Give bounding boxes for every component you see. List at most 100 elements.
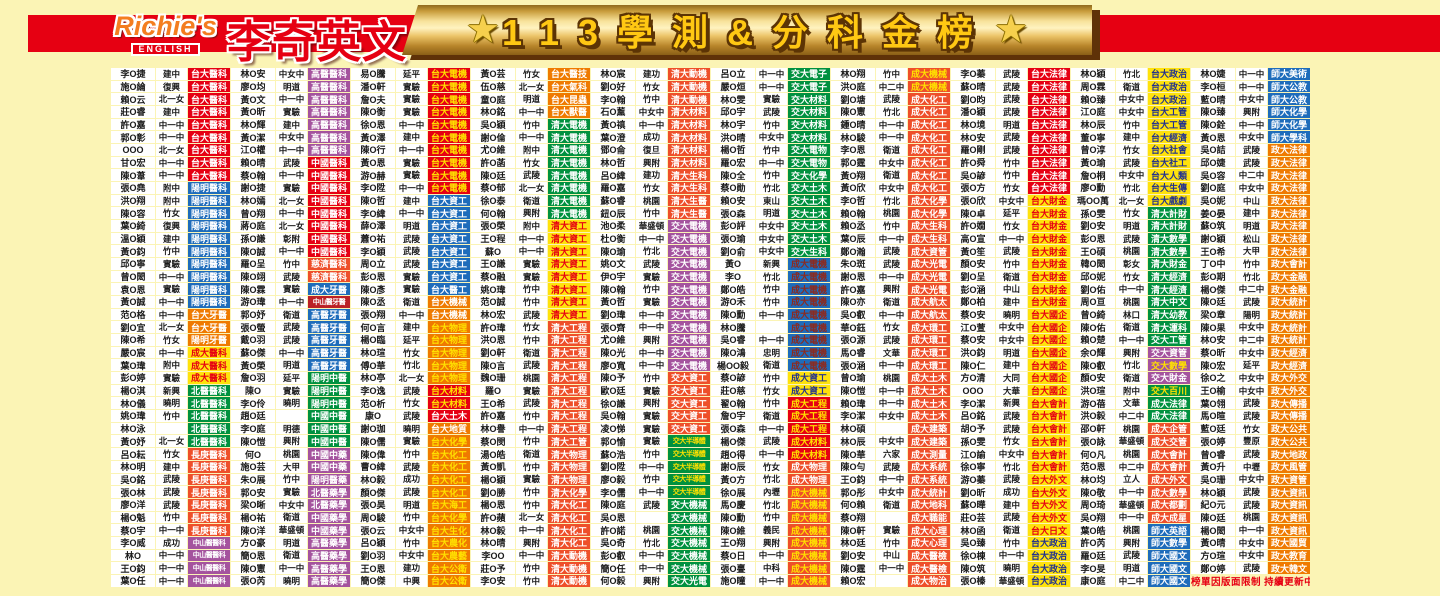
- student-name-cell: 曾O瑜: [831, 372, 875, 384]
- student-name-cell: 林O婕: [1191, 68, 1235, 80]
- student-name-cell: 翟O翰: [711, 397, 755, 410]
- university-dept-cell: 陽明醫藥: [308, 473, 350, 486]
- student-name-cell: 黃O誠: [111, 296, 155, 308]
- student-name-cell: 張O昊: [351, 498, 395, 511]
- high-school-cell: 實驗: [516, 473, 547, 486]
- high-school-cell: 實驗: [156, 258, 187, 270]
- student-name-cell: 蔡O勛: [711, 182, 755, 194]
- high-school-cell: 建中: [396, 321, 427, 334]
- university-dept-cell: 台大政治: [1028, 562, 1070, 574]
- high-school-cell: 竹北: [636, 536, 667, 549]
- university-dept-cell: 台大化工: [428, 473, 470, 486]
- student-name-cell: 賴O臻: [1071, 93, 1115, 106]
- student-name-cell: 韓O閎: [1071, 258, 1115, 270]
- student-name-cell: 徐O棟: [951, 549, 995, 562]
- high-school-cell: 中一中: [1236, 68, 1267, 80]
- university-dept-cell: 師大國文: [1148, 549, 1190, 562]
- high-school-cell: 竹女: [1236, 422, 1267, 435]
- high-school-cell: 中一中: [1236, 80, 1267, 93]
- university-dept-cell: 交大土木: [788, 220, 830, 232]
- student-name-cell: 林O宇: [711, 118, 755, 131]
- update-note: 榜單因版面限制 持續更新中...: [1191, 576, 1310, 587]
- university-dept-cell: 台大物理: [428, 359, 470, 372]
- high-school-cell: 中女中: [396, 524, 427, 536]
- university-dept-cell: 清大數學: [1148, 232, 1190, 245]
- university-dept-cell: 成大材料: [788, 435, 830, 448]
- student-name-cell: 陳O筑: [951, 562, 995, 574]
- high-school-cell: 中二中: [876, 80, 907, 93]
- high-school-cell: 中一中: [156, 562, 187, 574]
- university-dept-cell: 清大電機: [548, 194, 590, 207]
- high-school-cell: 竹中: [636, 473, 667, 486]
- university-dept-cell: 政大資訊: [1268, 498, 1310, 511]
- university-dept-cell: 高醫藥學: [308, 549, 350, 562]
- student-name-cell: 林O毅: [471, 524, 515, 536]
- student-name-cell: 林O雯: [711, 93, 755, 106]
- university-dept-cell: 政大地政: [1268, 448, 1310, 460]
- university-dept-cell: 成大土木: [908, 410, 950, 422]
- university-dept-cell: 成大化學: [908, 194, 950, 207]
- student-name-cell: 詹O宇: [711, 410, 755, 422]
- high-school-cell: 北一女: [516, 80, 547, 93]
- student-name-cell: 賴O安: [711, 194, 755, 207]
- university-dept-cell: 清大生醫: [668, 207, 710, 220]
- high-school-cell: 中一中: [516, 245, 547, 258]
- student-name-cell: 張O螢: [231, 321, 275, 334]
- university-dept-cell: 高醫牙醫: [308, 334, 350, 346]
- high-school-cell: 武陵: [396, 232, 427, 245]
- student-name-cell: 藍O晴: [1191, 93, 1235, 106]
- student-name-cell: 嚴O宸: [111, 346, 155, 359]
- student-name-cell: 陳O仁: [951, 359, 995, 372]
- high-school-cell: 桃園: [1116, 422, 1147, 435]
- student-name-cell: 陳O愷: [231, 435, 275, 448]
- university-dept-cell: 台大法律: [1028, 169, 1070, 182]
- university-dept-cell: 交大財金: [1148, 372, 1190, 384]
- university-dept-cell: 台大醫科: [188, 156, 230, 169]
- high-school-cell: 大同: [996, 372, 1027, 384]
- high-school-cell: 中一中: [396, 118, 427, 131]
- table-row: 林O明 建中 長庚醫科 施O芸 大甲 中國中藥 曹O緯 武陵 台大化工 黃O凱 竹中 清大物理 劉O陞中…: [111, 460, 1310, 473]
- high-school-cell: 竹中: [996, 156, 1027, 169]
- university-dept-cell: 交大電機: [668, 245, 710, 258]
- high-school-cell: 中一中: [276, 144, 307, 156]
- student-name-cell: 陳O霖: [231, 283, 275, 296]
- student-name-cell: 羅O呈: [231, 258, 275, 270]
- student-name-cell: 周O立: [351, 258, 395, 270]
- student-name-cell: 洪O瑄: [1071, 384, 1115, 397]
- university-dept-cell: 慈濟醫科: [308, 270, 350, 283]
- university-dept-cell: 政大金融: [1268, 283, 1310, 296]
- university-dept-cell: 成大化工: [908, 169, 950, 182]
- university-dept-cell: 政大經濟: [1268, 346, 1310, 359]
- university-dept-cell: 台大財金: [1028, 220, 1070, 232]
- university-dept-cell: 陽明醫科: [188, 207, 230, 220]
- high-school-cell: 竹女: [1116, 270, 1147, 283]
- table-row: 陳O希 竹女 陽明牙醫 戴O羽 武陵 高醫牙醫 楊O臨 延平 台大物理 洪O恩 竹中 清大工程 尤O維興…: [111, 334, 1310, 346]
- high-school-cell: 竹女: [996, 182, 1027, 194]
- high-school-cell: 文華: [876, 346, 907, 359]
- student-name-cell: 曹O緯: [351, 460, 395, 473]
- student-name-cell: 馬O暄: [1191, 410, 1235, 422]
- university-dept-cell: 陽明醫科: [188, 270, 230, 283]
- high-school-cell: [876, 422, 907, 435]
- student-name-cell: 紀O元: [1191, 498, 1235, 511]
- student-name-cell: 張O齊: [591, 321, 635, 334]
- university-dept-cell: 台大財金: [1028, 258, 1070, 270]
- student-name-cell: 伊O宇: [591, 270, 635, 283]
- university-dept-cell: 陽明中醫: [308, 397, 350, 410]
- student-name-cell: 莊O芸: [951, 511, 995, 524]
- university-dept-cell: 成大物理: [788, 473, 830, 486]
- university-dept-cell: 成大外文: [1148, 473, 1190, 486]
- table-row: 李O捷 建中 台大醫科 林O安 中女中 高醫醫科 易O騰 延平 台大電機 黃O芸 竹女 台大醫技 林O宸…: [111, 68, 1310, 80]
- university-dept-cell: 清大材料: [668, 144, 710, 156]
- high-school-cell: 竹中: [396, 448, 427, 460]
- university-dept-cell: 清大動機: [668, 80, 710, 93]
- student-name-cell: 林O宏: [471, 308, 515, 321]
- university-dept-cell: 台大法律: [1028, 106, 1070, 118]
- high-school-cell: 竹中: [156, 511, 187, 524]
- student-name-cell: 李O庭: [231, 422, 275, 435]
- high-school-cell: 武陵: [1116, 232, 1147, 245]
- university-dept-cell: 中國藥學: [308, 524, 350, 536]
- university-dept-cell: 台大醫科: [188, 68, 230, 80]
- high-school-cell: 竹中: [996, 169, 1027, 182]
- university-dept-cell: 清大工管: [548, 435, 590, 448]
